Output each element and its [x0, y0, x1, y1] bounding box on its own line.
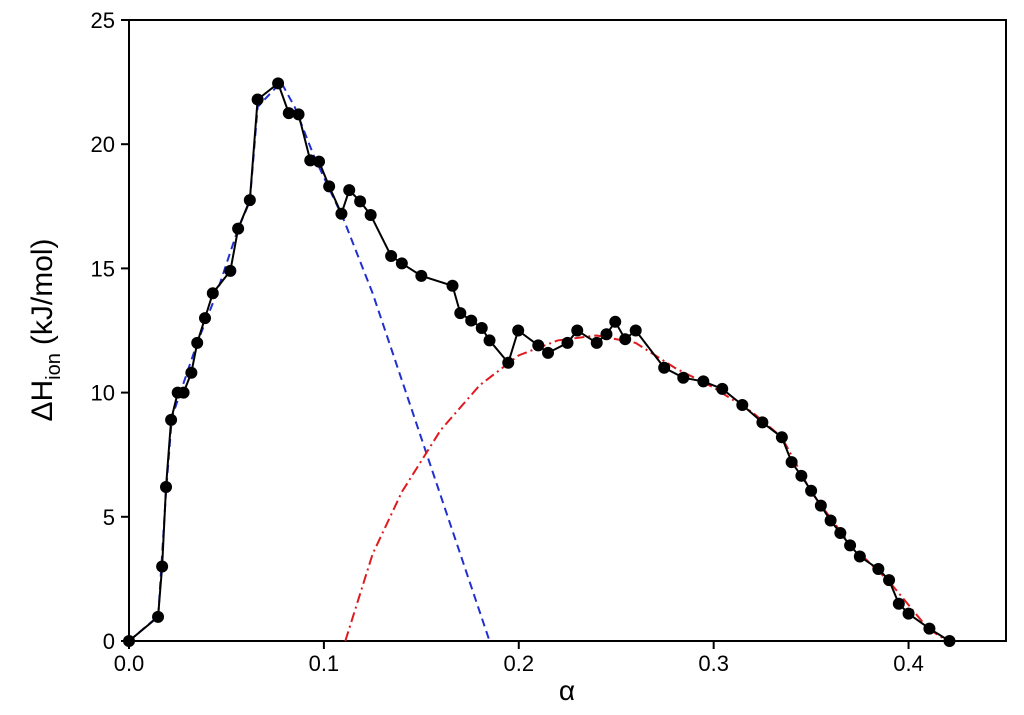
- x-tick-label: 0.0: [114, 651, 145, 676]
- x-tick-label: 0.3: [698, 651, 729, 676]
- data-point: [629, 324, 642, 337]
- y-label-unit: (kJ/mol): [26, 238, 59, 345]
- data-point: [364, 208, 377, 221]
- data-point: [677, 371, 690, 384]
- x-tick-label: 0.1: [309, 651, 340, 676]
- data-point: [343, 184, 356, 197]
- y-tick-label: 10: [91, 381, 115, 406]
- data-point: [697, 375, 710, 388]
- data-point: [943, 635, 956, 647]
- data-point: [385, 249, 398, 262]
- data-point: [415, 269, 428, 282]
- data-point: [156, 560, 169, 573]
- data-point: [532, 339, 545, 352]
- data-point: [561, 336, 574, 349]
- data-point: [600, 328, 613, 341]
- plot-frame: [128, 19, 1007, 642]
- data-point: [609, 315, 622, 328]
- data-point: [475, 322, 488, 335]
- data-point: [152, 610, 165, 623]
- data-point: [736, 399, 749, 412]
- data-point: [795, 469, 808, 482]
- data-point: [512, 324, 525, 337]
- series-line: [344, 334, 949, 642]
- y-label-sub: ion: [43, 353, 65, 380]
- data-point: [243, 194, 256, 207]
- data-point: [199, 312, 212, 325]
- data-point: [160, 480, 173, 493]
- data-point: [590, 336, 603, 349]
- data-point: [354, 195, 367, 208]
- data-point: [542, 346, 555, 359]
- data-point: [123, 635, 135, 647]
- data-point: [292, 108, 305, 121]
- y-tick-label: 5: [103, 505, 115, 530]
- data-point: [483, 334, 496, 347]
- data-point: [658, 361, 671, 374]
- data-point: [883, 574, 896, 587]
- y-tick-label: 20: [91, 132, 115, 157]
- data-point: [272, 77, 285, 90]
- data-point: [251, 93, 264, 106]
- data-point: [619, 333, 632, 346]
- data-point: [313, 155, 326, 168]
- data-point: [185, 366, 198, 379]
- data-point: [853, 550, 866, 563]
- data-point: [232, 222, 245, 235]
- data-point: [902, 607, 915, 620]
- data-point: [454, 307, 467, 320]
- y-tick-label: 25: [91, 8, 115, 33]
- data-point: [446, 279, 459, 292]
- data-point: [834, 526, 847, 539]
- data-point: [224, 264, 237, 277]
- data-point: [395, 257, 408, 270]
- x-axis-label: α: [559, 675, 575, 706]
- data-point: [814, 499, 827, 512]
- data-point: [571, 324, 584, 337]
- data-point: [502, 356, 515, 369]
- y-label-main: ΔH: [26, 380, 59, 422]
- data-point: [824, 514, 837, 527]
- data-point: [282, 107, 295, 120]
- data-point: [756, 416, 769, 429]
- series-line: [128, 81, 951, 642]
- y-tick-label: 0: [103, 629, 115, 654]
- data-point: [335, 207, 348, 220]
- data-point: [191, 336, 204, 349]
- data-point: [323, 180, 336, 193]
- data-point: [716, 382, 729, 395]
- data-point: [844, 539, 857, 552]
- data-point: [892, 597, 905, 610]
- x-tick-label: 0.4: [893, 651, 924, 676]
- x-tick-label: 0.2: [503, 651, 534, 676]
- y-tick-label: 15: [91, 256, 115, 281]
- data-point: [872, 562, 885, 575]
- data-point: [165, 413, 178, 426]
- data-point: [177, 386, 190, 399]
- data-point: [304, 154, 317, 167]
- data-point: [465, 314, 478, 327]
- y-axis-label: ΔHion (kJ/mol): [26, 238, 65, 421]
- data-point: [785, 456, 798, 469]
- data-point: [923, 622, 936, 635]
- data-point: [805, 484, 818, 497]
- data-point: [775, 431, 788, 444]
- data-point: [206, 287, 219, 300]
